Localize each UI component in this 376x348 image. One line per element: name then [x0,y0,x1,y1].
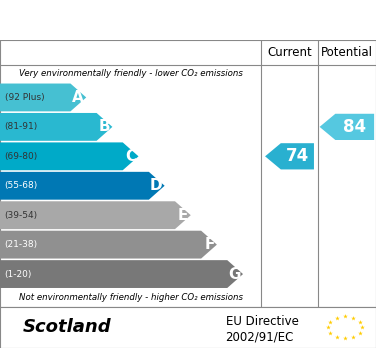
Text: Scotland: Scotland [23,318,111,337]
Text: (39-54): (39-54) [5,211,38,220]
Text: Potential: Potential [321,46,373,59]
Text: Environmental Impact (CO$_2$) Rating: Environmental Impact (CO$_2$) Rating [29,10,347,30]
Text: A: A [72,90,84,105]
Text: (55-68): (55-68) [5,181,38,190]
Polygon shape [0,84,86,111]
Text: (21-38): (21-38) [5,240,38,249]
Text: 2002/91/EC: 2002/91/EC [226,330,294,343]
Polygon shape [0,172,165,200]
Polygon shape [0,260,243,288]
Polygon shape [265,143,314,169]
Text: (69-80): (69-80) [5,152,38,161]
Text: C: C [125,149,136,164]
Text: (81-91): (81-91) [5,122,38,132]
Polygon shape [0,231,217,259]
Text: (92 Plus): (92 Plus) [5,93,44,102]
Text: 84: 84 [343,118,366,136]
Text: E: E [178,208,188,223]
Polygon shape [0,142,138,170]
Text: Very environmentally friendly - lower CO₂ emissions: Very environmentally friendly - lower CO… [19,69,243,78]
Text: F: F [204,237,215,252]
Text: D: D [150,178,162,193]
Polygon shape [0,113,112,141]
Text: G: G [228,267,241,282]
Text: Current: Current [267,46,312,59]
Text: EU Directive: EU Directive [226,315,299,328]
Text: 74: 74 [286,147,309,165]
Text: B: B [99,119,110,134]
Polygon shape [320,114,374,140]
Polygon shape [0,201,191,229]
Text: (1-20): (1-20) [5,270,32,278]
Text: Not environmentally friendly - higher CO₂ emissions: Not environmentally friendly - higher CO… [19,293,243,302]
